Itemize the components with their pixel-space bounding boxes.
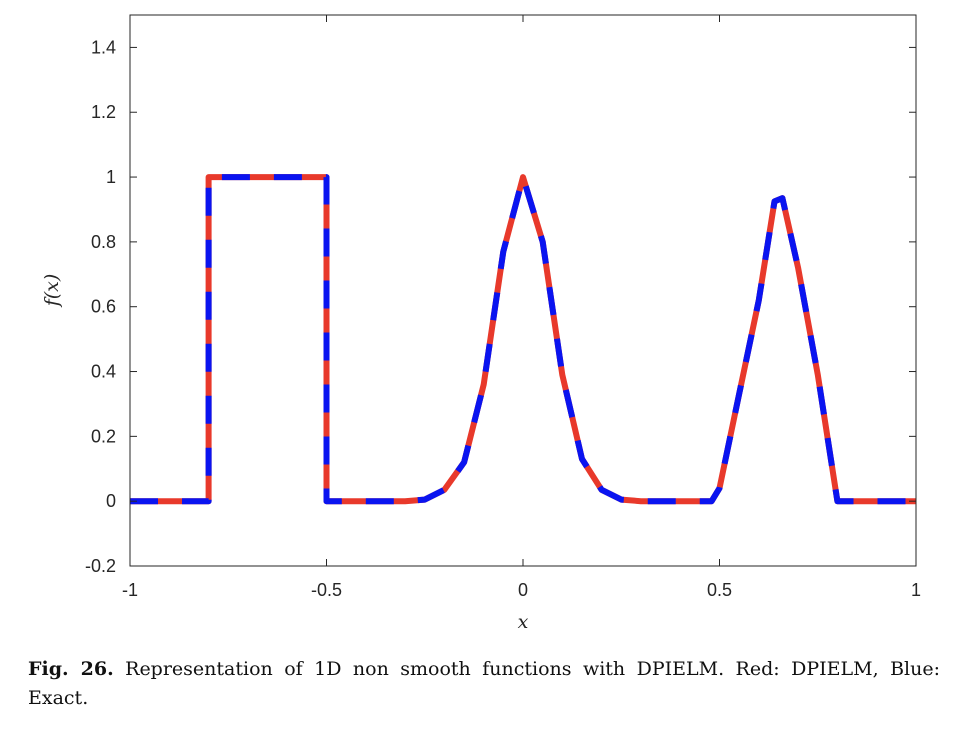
x-tick-label: -1 bbox=[122, 580, 138, 600]
chart: -1 -0.5 0 0.5 1 -0.2 0 0.2 0.4 0.6 0.8 1 1.2 1.4 x f(… bbox=[41, 14, 921, 633]
ticks-layer: -1 -0.5 0 0.5 1 -0.2 0 0.2 0.4 0.6 0.8 1 1.2 1.4 bbox=[85, 15, 921, 600]
caption-text: Representation of 1D non smooth function… bbox=[28, 658, 940, 709]
series-blue-line bbox=[130, 174, 916, 505]
y-tick-label: 1.2 bbox=[91, 102, 116, 122]
series-layer bbox=[130, 174, 916, 505]
y-tick-label: 0 bbox=[106, 491, 116, 511]
y-tick-label: 1.4 bbox=[91, 37, 116, 57]
y-axis-label: f(x) bbox=[41, 274, 63, 309]
x-tick-label: 1 bbox=[911, 580, 921, 600]
x-tick-label: 0 bbox=[518, 580, 528, 600]
figure-number: Fig. 26. bbox=[28, 658, 114, 680]
x-tick-label: 0.5 bbox=[707, 580, 732, 600]
x-tick-label: -0.5 bbox=[311, 580, 342, 600]
plot-area bbox=[130, 15, 916, 566]
y-tick-label: 0.8 bbox=[91, 232, 116, 252]
y-tick-label: -0.2 bbox=[85, 556, 116, 576]
y-tick-label: 0.2 bbox=[91, 426, 116, 446]
figure-caption: Fig. 26. Representation of 1D non smooth… bbox=[28, 655, 940, 713]
y-tick-label: 0.6 bbox=[91, 297, 116, 317]
y-tick-label: 0.4 bbox=[91, 362, 116, 382]
y-tick-label: 1 bbox=[106, 167, 116, 187]
x-axis-label: x bbox=[518, 611, 529, 633]
